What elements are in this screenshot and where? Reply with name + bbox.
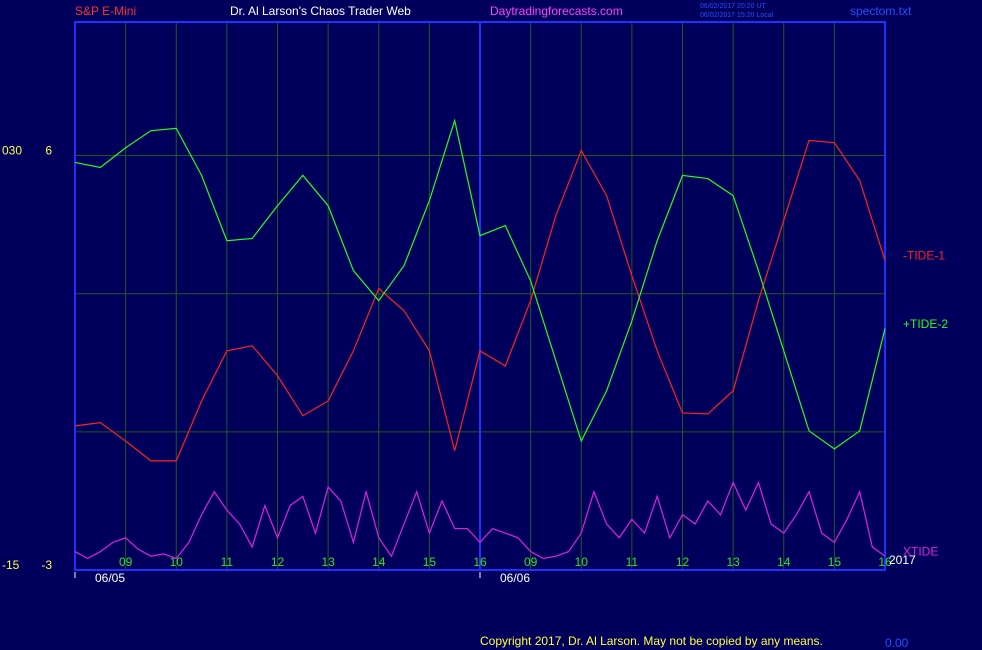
y-tick-label: -3 bbox=[41, 558, 52, 572]
y2-tick-label: 030 bbox=[2, 144, 22, 158]
x-tick-label: 16 bbox=[473, 555, 487, 569]
x-tick-label: 10 bbox=[170, 555, 184, 569]
date-label: 06/06 bbox=[500, 571, 530, 585]
series-line bbox=[74, 118, 886, 450]
x-tick-label: 14 bbox=[777, 555, 791, 569]
x-tick-label: 13 bbox=[726, 555, 740, 569]
date-label: 06/05 bbox=[95, 571, 125, 585]
y2-tick-label: -15 bbox=[2, 558, 20, 572]
time-ut: 06/02/2017 20:20 UT bbox=[700, 3, 766, 10]
x-tick-label: 13 bbox=[321, 555, 335, 569]
file-name: spectom.txt bbox=[850, 4, 912, 18]
x-tick-label: 15 bbox=[828, 555, 842, 569]
x-tick-label: 14 bbox=[372, 555, 386, 569]
x-tick-label: 16 bbox=[878, 555, 892, 569]
x-tick-label: 09 bbox=[524, 555, 538, 569]
x-tick-label: 10 bbox=[575, 555, 589, 569]
year-label: 2017 bbox=[889, 553, 916, 567]
series-label: -TIDE-1 bbox=[903, 249, 945, 263]
instrument: S&P E-Mini bbox=[75, 4, 136, 18]
x-tick-label: 09 bbox=[119, 555, 133, 569]
footer: Copyright 2017, Dr. Al Larson. May not b… bbox=[480, 634, 823, 648]
x-tick-label: 15 bbox=[423, 555, 437, 569]
plot-border bbox=[74, 21, 886, 571]
series-line bbox=[74, 139, 886, 462]
site: Daytradingforecasts.com bbox=[490, 4, 623, 18]
series-label: +TIDE-2 bbox=[903, 317, 948, 331]
plot: 09 10 11 12 13 14 15 16 09 10 11 12 13 14 15 16 06/05 06/… bbox=[2, 21, 948, 585]
time-local: 06/02/2017 15:20 Local bbox=[700, 12, 774, 19]
x-tick-label: 12 bbox=[271, 555, 285, 569]
series-label: XTIDE bbox=[903, 544, 938, 558]
x-tick-label: 12 bbox=[676, 555, 690, 569]
chart-title: Dr. Al Larson's Chaos Trader Web bbox=[230, 4, 411, 18]
series-line bbox=[74, 480, 886, 560]
x-tick-label: 11 bbox=[221, 555, 234, 569]
x-tick-label: 11 bbox=[626, 555, 639, 569]
y-tick-label: 6 bbox=[45, 144, 52, 158]
footer-value: 0.00 bbox=[885, 636, 909, 650]
